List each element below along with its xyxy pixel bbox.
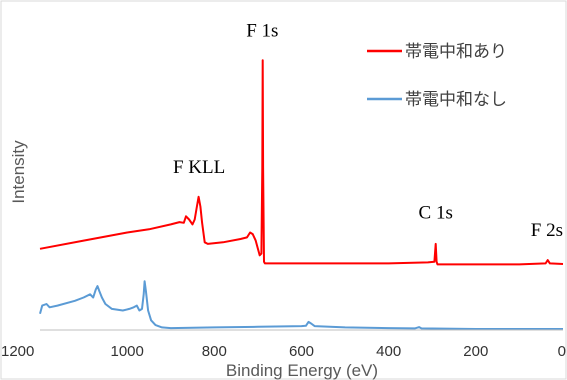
legend-label-neutralized: 帯電中和あり bbox=[405, 42, 507, 62]
annotation-f-2s: F 2s bbox=[531, 220, 563, 241]
x-tick-label: 1200 bbox=[1, 343, 34, 360]
x-tick-label: 800 bbox=[202, 343, 227, 360]
x-axis-title: Binding Energy (eV) bbox=[226, 361, 378, 380]
legend-label-not-neutralized: 帯電中和なし bbox=[405, 90, 507, 110]
annotation-c-1s: C 1s bbox=[419, 202, 453, 223]
x-tick-label: 200 bbox=[463, 343, 488, 360]
y-axis-title: Intensity bbox=[9, 140, 28, 204]
series-line-neutralized bbox=[39, 59, 564, 266]
series-line-not-neutralized bbox=[39, 280, 563, 330]
x-tick-label: 1000 bbox=[111, 343, 144, 360]
legend: 帯電中和あり 帯電中和なし bbox=[367, 42, 507, 110]
annotation-f-kll: F KLL bbox=[173, 157, 225, 178]
series-layer bbox=[39, 59, 564, 330]
x-tick-label: 600 bbox=[289, 343, 314, 360]
peak-annotations: F 1s F KLL C 1s F 2s bbox=[173, 20, 563, 241]
x-tick-label: 0 bbox=[558, 343, 566, 360]
x-tick-labels: 1200 1000 800 600 400 200 0 bbox=[1, 343, 566, 360]
annotation-f-1s: F 1s bbox=[246, 20, 278, 41]
x-tick-label: 400 bbox=[376, 343, 401, 360]
